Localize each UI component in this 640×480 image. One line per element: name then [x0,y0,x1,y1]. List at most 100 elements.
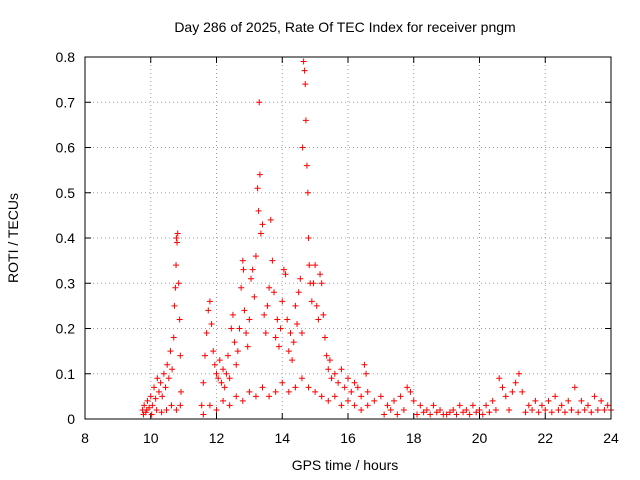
data-point [594,406,601,413]
data-point [463,406,470,413]
data-point [176,316,183,323]
data-point [254,185,261,192]
data-point [231,339,238,346]
data-point [172,284,179,291]
data-point [221,384,228,391]
data-point [558,402,565,409]
data-point [285,348,292,355]
data-point [354,384,361,391]
data-point [162,384,169,391]
data-point [165,375,172,382]
data-point [552,393,559,400]
data-point [325,366,332,373]
data-point [210,348,217,355]
data-point [272,388,279,395]
data-point [489,397,496,404]
data-point [164,361,171,368]
y-tick-label: 0.7 [56,94,76,110]
data-point [256,171,263,178]
data-point [404,384,411,391]
data-point [407,388,414,395]
data-point [269,257,276,264]
data-point [568,406,575,413]
data-point [277,325,284,332]
data-point [391,397,398,404]
data-point [331,393,338,400]
data-point [312,388,319,395]
data-point [317,271,324,278]
data-point [246,316,253,323]
data-point [174,239,181,246]
data-point [201,352,208,359]
data-point [279,298,286,305]
x-tick-label: 20 [472,430,488,446]
data-point [321,334,328,341]
data-point [200,379,207,386]
data-point [177,402,184,409]
data-point [174,230,181,237]
data-point [171,302,178,309]
data-point [565,397,572,404]
data-point [440,411,447,418]
y-tick-label: 0.5 [56,185,76,201]
data-point [271,289,278,296]
data-point [364,388,371,395]
data-point [226,375,233,382]
data-point [169,366,176,373]
x-tick-label: 8 [81,430,89,446]
data-point [249,266,256,273]
data-point [234,348,241,355]
data-point [302,81,309,88]
data-point [147,393,154,400]
data-point [290,339,297,346]
data-point [141,402,148,409]
data-point [555,406,562,413]
data-point [252,253,259,260]
data-point [538,402,545,409]
data-point [177,388,184,395]
data-point [282,271,289,278]
data-point [300,58,307,65]
data-point [143,406,150,413]
data-point [205,307,212,314]
data-point [351,379,358,386]
data-point [575,409,582,416]
x-axis-label: GPS time / hours [292,457,399,473]
y-axis-label: ROTI / TECUs [5,193,21,283]
data-point [154,375,161,382]
data-point [259,221,266,228]
data-point [262,330,269,337]
data-point [427,411,434,418]
data-point [604,402,611,409]
data-point [255,207,262,214]
data-point [275,343,282,350]
data-point [601,406,608,413]
data-point [175,280,182,287]
x-tick-label: 22 [537,430,553,446]
data-point [598,397,605,404]
data-point [298,330,305,337]
data-point [259,384,266,391]
data-point [591,393,598,400]
data-point [542,406,549,413]
data-point [397,393,404,400]
data-point [304,189,311,196]
data-point [529,406,536,413]
data-point [173,262,180,269]
data-point [377,393,384,400]
data-point [239,397,246,404]
data-point [153,406,160,413]
data-point [233,393,240,400]
data-point [294,320,301,327]
data-point [581,406,588,413]
data-point [261,311,268,318]
data-point [233,361,240,368]
data-point [151,384,158,391]
data-point [229,311,236,318]
data-point [515,370,522,377]
data-point [272,334,279,341]
data-point [335,379,342,386]
data-point [450,406,457,413]
chart-title: Day 286 of 2025, Rate Of TEC Index for r… [174,19,515,35]
axis-ticks: 8 10 12 14 16 18 20 22 24 0 0.1 0.2 0.3 0.4 0.5 0.6 0.7 0… [56,49,619,446]
